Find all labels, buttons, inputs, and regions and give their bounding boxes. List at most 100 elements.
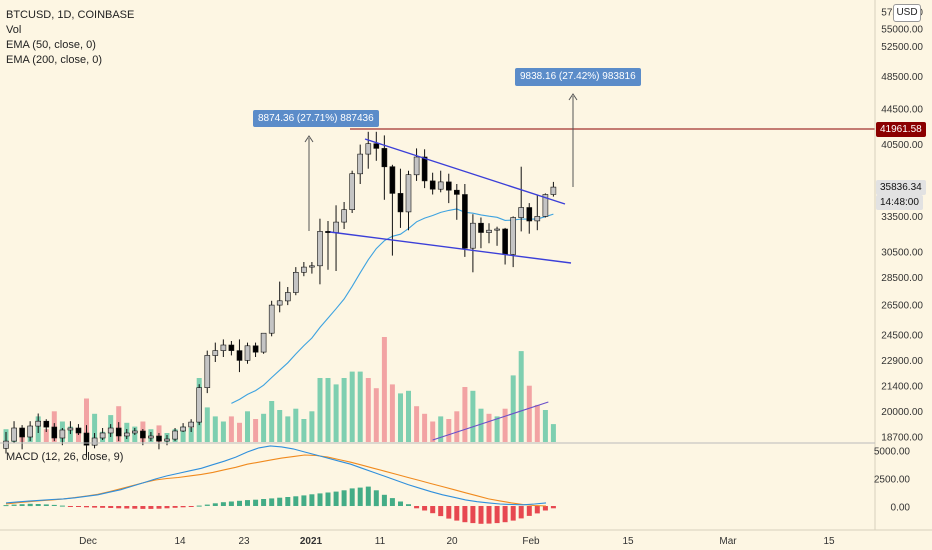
volume-bar	[301, 419, 307, 442]
macd-histogram-bar	[172, 506, 178, 508]
time-axis[interactable]: Dec 14 23 2021 11 20 Feb 15 Mar 15	[79, 536, 835, 547]
resistance-price-tag: 41961.58	[876, 122, 926, 137]
macd-histogram-bar	[470, 506, 476, 524]
price-tick-label: 40500.00	[881, 140, 923, 151]
ema200-line	[432, 401, 549, 441]
candle-body	[405, 174, 412, 213]
macd-pane	[3, 445, 556, 524]
volume-bar	[285, 416, 291, 442]
candle-body	[83, 432, 90, 446]
candle-body	[373, 143, 380, 149]
macd-histogram-bar	[228, 501, 234, 506]
price-axis[interactable]: 57500.0055000.0052500.0048500.0044500.00…	[881, 8, 923, 444]
volume-bar	[269, 401, 275, 442]
measure-arrow-left[interactable]	[304, 135, 314, 231]
macd-histogram-bar	[406, 504, 411, 506]
candle-body	[349, 173, 356, 210]
macd-histogram-bar	[317, 493, 323, 506]
candle-body	[381, 148, 388, 168]
price-tick-label: 26500.00	[881, 301, 923, 312]
candle-body	[494, 228, 500, 231]
macd-histogram-bar	[76, 506, 81, 507]
volume-bar	[76, 430, 81, 442]
volume-indicator-label[interactable]: Vol	[6, 24, 22, 36]
candle-body	[51, 426, 58, 439]
candle-body	[124, 432, 130, 437]
volume-bar	[389, 384, 395, 442]
candle-body	[413, 156, 420, 176]
candle-body	[534, 216, 541, 222]
symbol-title[interactable]: BTCUSD, 1D, COINBASE	[6, 9, 135, 21]
price-tick-label: 48500.00	[881, 72, 923, 83]
macd-histogram-bar	[116, 506, 122, 509]
volume-bar	[349, 371, 355, 442]
ema200-indicator-label[interactable]: EMA (200, close, 0)	[6, 54, 102, 66]
price-tick-label: 18700.00	[881, 433, 923, 444]
price-tick-label: 21400.00	[881, 382, 923, 393]
macd-histogram-bar	[422, 506, 428, 511]
time-tick-label: 14	[174, 536, 186, 547]
candle-body	[325, 231, 331, 233]
macd-histogram-bar	[148, 506, 154, 509]
candle-body	[357, 153, 364, 175]
volume-bar	[494, 416, 500, 442]
macd-histogram-bar	[204, 504, 210, 506]
volume-bar	[446, 419, 452, 442]
macd-histogram-bar	[518, 506, 524, 519]
volume-bar	[277, 410, 283, 442]
candle-body	[397, 193, 404, 213]
volume-bar	[526, 385, 532, 442]
candle-body	[309, 265, 315, 268]
lower-trendline[interactable]	[329, 231, 572, 264]
candle-body	[3, 440, 9, 449]
macd-tick-label: 2500.00	[874, 475, 911, 486]
candle-body	[518, 207, 525, 218]
macd-histogram-bar	[27, 503, 33, 507]
upper-trendline[interactable]	[364, 138, 566, 205]
volume-bar	[180, 426, 186, 442]
price-tick-label: 44500.00	[881, 105, 923, 116]
candle-body	[470, 222, 476, 249]
volume-bar	[237, 422, 242, 442]
volume-bar	[470, 390, 476, 442]
volume-bar	[333, 384, 339, 442]
macd-histogram-bar	[11, 504, 17, 506]
candle-body	[140, 430, 146, 439]
time-tick-label: 20	[446, 536, 458, 547]
candle-body	[188, 421, 194, 428]
macd-histogram-bar	[542, 506, 548, 511]
volume-bar	[454, 411, 460, 442]
ema50-indicator-label[interactable]: EMA (50, close, 0)	[6, 39, 96, 51]
macd-histogram-bar	[301, 495, 307, 506]
macd-histogram-bar	[92, 506, 98, 508]
time-tick-label: Mar	[719, 536, 737, 547]
volume-bar	[478, 408, 484, 442]
macd-histogram-bar	[84, 506, 89, 508]
measure-callout-right[interactable]: 9838.16 (27.42%) 983816	[515, 68, 641, 86]
price-tick-label: 52500.00	[881, 42, 923, 53]
volume-bar	[486, 413, 492, 442]
macd-histogram-bar	[389, 498, 395, 506]
volume-bar	[220, 421, 226, 442]
candle-body	[252, 345, 259, 353]
candle-body	[421, 156, 428, 182]
macd-indicator-label[interactable]: MACD (12, 26, close, 9)	[6, 451, 124, 463]
measure-arrow-right[interactable]	[568, 93, 578, 187]
macd-axis[interactable]: 5000.00 2500.00 0.00	[874, 447, 911, 514]
volume-bar	[462, 387, 468, 442]
last-price-tag: 35836.34	[876, 180, 926, 195]
currency-badge[interactable]: USD	[893, 4, 921, 22]
candle-body	[99, 432, 106, 439]
volume-bar	[373, 388, 379, 442]
time-tick-label: 2021	[300, 536, 323, 547]
candle-body	[502, 228, 508, 255]
macd-histogram-bar	[478, 506, 484, 524]
candle-body	[301, 266, 307, 273]
measure-callout-left[interactable]: 8874.36 (27.71%) 887436	[253, 110, 379, 127]
candle-body	[510, 217, 517, 255]
volume-bar	[245, 411, 250, 442]
macd-histogram-bar	[446, 506, 452, 519]
volume-bar	[510, 375, 516, 442]
